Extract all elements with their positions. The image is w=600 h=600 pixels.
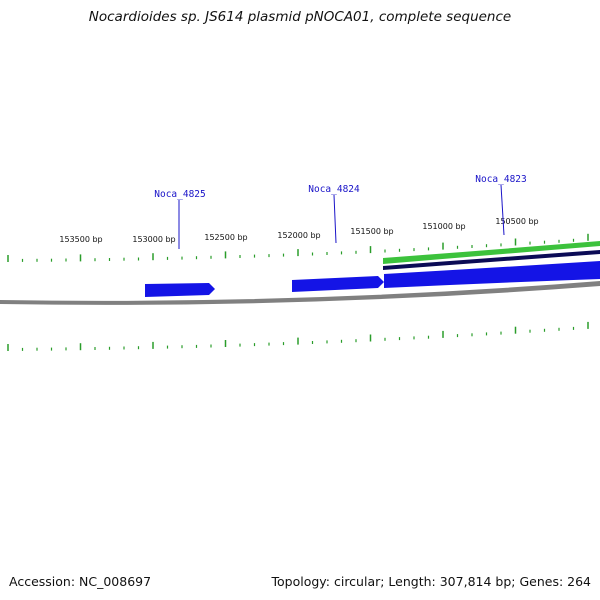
gene-label-noca-4823[interactable]: Noca_4823 <box>475 174 526 185</box>
bp-label-153500: 153500 bp <box>59 235 102 244</box>
leader-line-noca-4823 <box>500 184 505 236</box>
inner-tick-ruler <box>7 321 589 351</box>
map-title: Nocardioides sp. JS614 plasmid pNOCA01, … <box>88 9 512 25</box>
dark-track <box>383 250 600 270</box>
bp-label-150500: 150500 bp <box>495 217 538 226</box>
bp-label-152000: 152000 bp <box>277 231 320 240</box>
leader-line-noca-4824 <box>333 194 337 244</box>
bp-label-152500: 152500 bp <box>204 233 247 242</box>
bp-label-151000: 151000 bp <box>422 222 465 231</box>
gene-feature-noca-4823[interactable] <box>384 261 600 288</box>
gene-feature-noca-4824[interactable] <box>292 276 384 292</box>
green-track <box>383 241 600 264</box>
bp-label-151500: 151500 bp <box>350 227 393 236</box>
bp-label-153000: 153000 bp <box>132 235 175 244</box>
plasmid-backbone <box>0 281 600 305</box>
accession-text: Accession: NC_008697 <box>9 574 152 589</box>
outer-tick-ruler <box>7 233 589 262</box>
gene-label-noca-4825[interactable]: Noca_4825 <box>154 189 205 200</box>
bp-scale-labels: 153500 bp 153000 bp 152500 bp 152000 bp … <box>59 217 538 244</box>
gene-feature-noca-4825[interactable] <box>145 283 215 297</box>
topology-summary: Topology: circular; Length: 307,814 bp; … <box>271 574 592 589</box>
gene-label-noca-4824[interactable]: Noca_4824 <box>308 184 360 195</box>
